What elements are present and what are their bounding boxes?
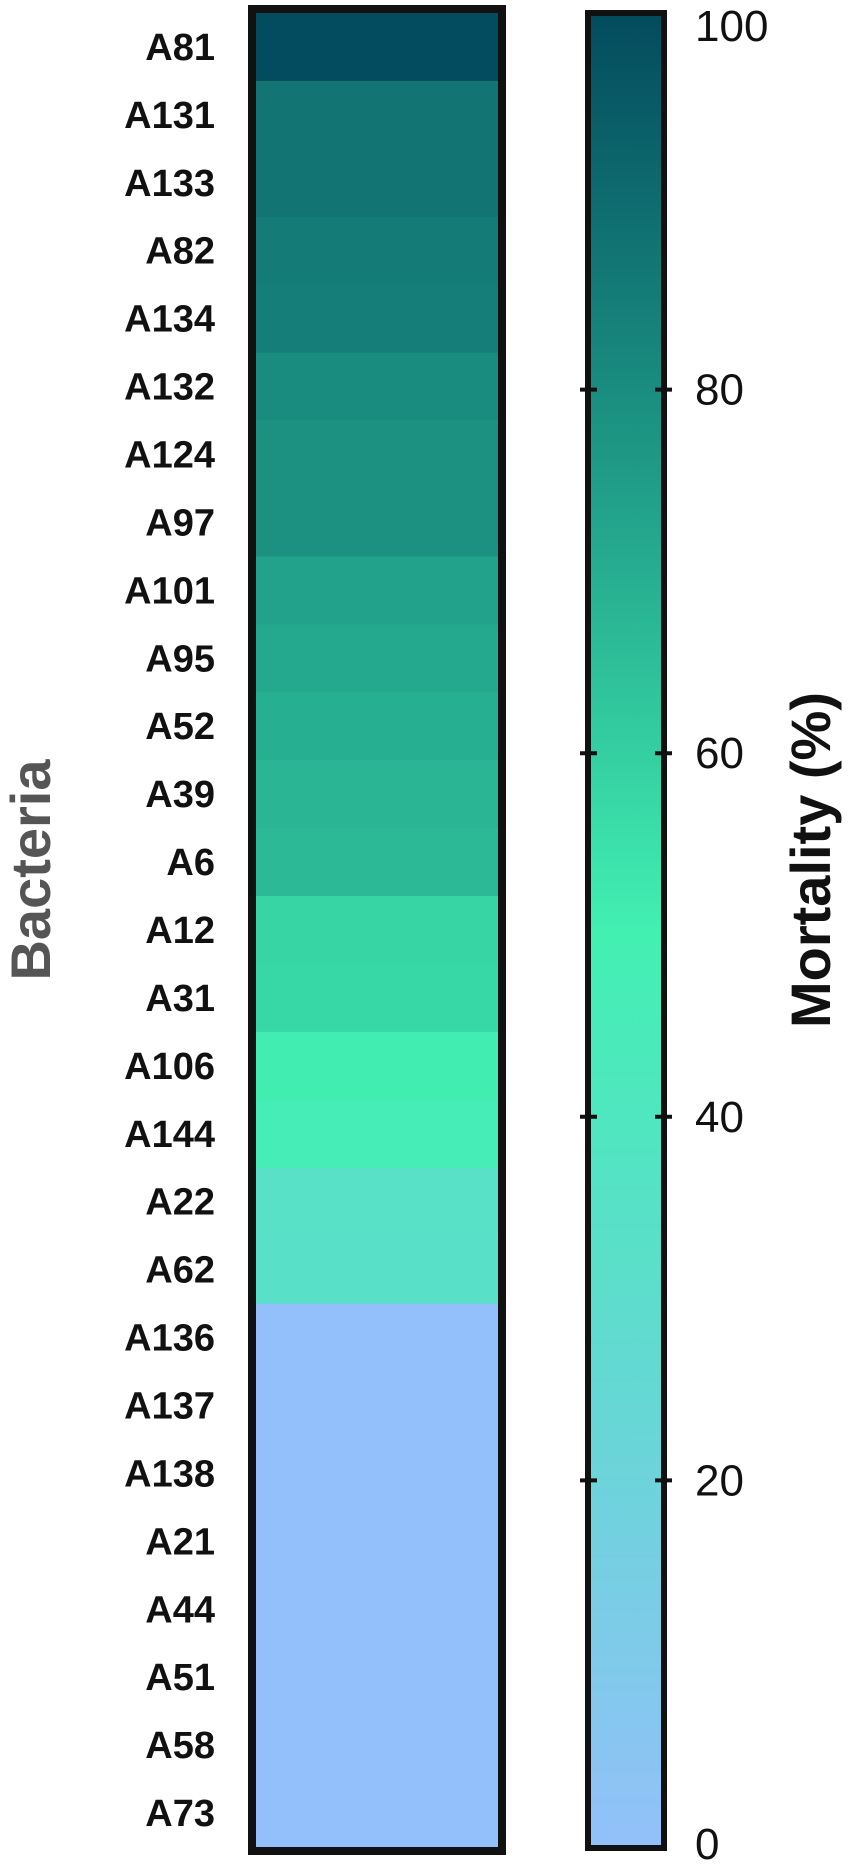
heatmap-cell	[256, 828, 498, 897]
row-label: A106	[124, 1046, 215, 1088]
row-label: A73	[145, 1793, 215, 1835]
colorbar-title: Mortality (%)	[779, 692, 842, 1028]
row-label: A44	[145, 1589, 215, 1631]
row-label: A58	[145, 1725, 215, 1767]
heatmap-cell	[256, 1575, 498, 1644]
row-label: A12	[145, 910, 215, 952]
heatmap-cell	[256, 556, 498, 625]
colorbar-ticks: 0 20 40 60 80 100	[580, 2, 768, 1867]
heatmap-cells	[256, 13, 498, 1848]
colorbar-frame	[585, 10, 667, 1851]
heatmap-cell	[256, 1371, 498, 1441]
colorbar-tick-label: 0	[695, 1820, 719, 1867]
row-label: A144	[124, 1114, 215, 1156]
colorbar-tick-label: 100	[695, 2, 768, 51]
row-label: A124	[124, 435, 215, 477]
row-label: A97	[145, 502, 215, 544]
heatmap-cell	[256, 1031, 498, 1101]
heatmap-cell	[256, 1779, 498, 1848]
row-label: A131	[124, 95, 215, 137]
row-label: A22	[145, 1182, 215, 1224]
heatmap-cell	[256, 284, 498, 354]
row-label: A52	[145, 706, 215, 748]
heatmap-cell	[256, 1303, 498, 1373]
row-label: A132	[124, 367, 215, 409]
heatmap-cell	[256, 1643, 498, 1712]
heatmap-frame	[248, 5, 506, 1855]
row-label: A51	[145, 1657, 215, 1699]
row-label: A134	[124, 299, 215, 341]
heatmap-cell	[256, 1711, 498, 1780]
row-label: A82	[145, 231, 215, 273]
colorbar-tick-label: 60	[695, 729, 744, 778]
heatmap-cell	[256, 420, 498, 490]
row-label: A6	[166, 842, 215, 884]
heatmap-cell	[256, 1099, 498, 1169]
heatmap-cell	[256, 80, 498, 150]
row-label: A137	[124, 1385, 215, 1427]
row-label: A138	[124, 1453, 215, 1495]
heatmap-cell	[256, 216, 498, 286]
row-label: A101	[124, 570, 215, 612]
row-label: A81	[145, 27, 215, 69]
row-label: A31	[145, 978, 215, 1020]
row-label: A133	[124, 163, 215, 205]
heatmap-cell	[256, 1507, 498, 1576]
heatmap-cell	[256, 148, 498, 218]
row-label: A21	[145, 1521, 215, 1563]
y-axis-title: Bacteria	[0, 759, 62, 981]
heatmap-cell	[256, 352, 498, 422]
row-label: A136	[124, 1318, 215, 1360]
colorbar-tick-label: 20	[695, 1456, 744, 1505]
heatmap-cell	[256, 692, 498, 761]
colorbar	[588, 13, 664, 1848]
heatmap-cell	[256, 760, 498, 829]
heatmap-cell	[256, 488, 498, 558]
heatmap-cell	[256, 1439, 498, 1508]
heatmap-cell	[256, 1235, 498, 1305]
heatmap-cell	[256, 624, 498, 693]
heatmap-cell	[256, 963, 498, 1033]
heatmap-cell	[256, 13, 498, 82]
colorbar-tick-label: 80	[695, 366, 744, 415]
row-label: A95	[145, 638, 215, 680]
row-labels: A81 A131 A133 A82 A134 A132 A124 A97 A101 A95 A52 A…	[124, 27, 215, 1835]
row-label: A39	[145, 774, 215, 816]
row-label: A62	[145, 1250, 215, 1292]
heatmap-cell	[256, 896, 498, 965]
colorbar-tick-label: 40	[695, 1093, 744, 1142]
heatmap-cell	[256, 1167, 498, 1237]
